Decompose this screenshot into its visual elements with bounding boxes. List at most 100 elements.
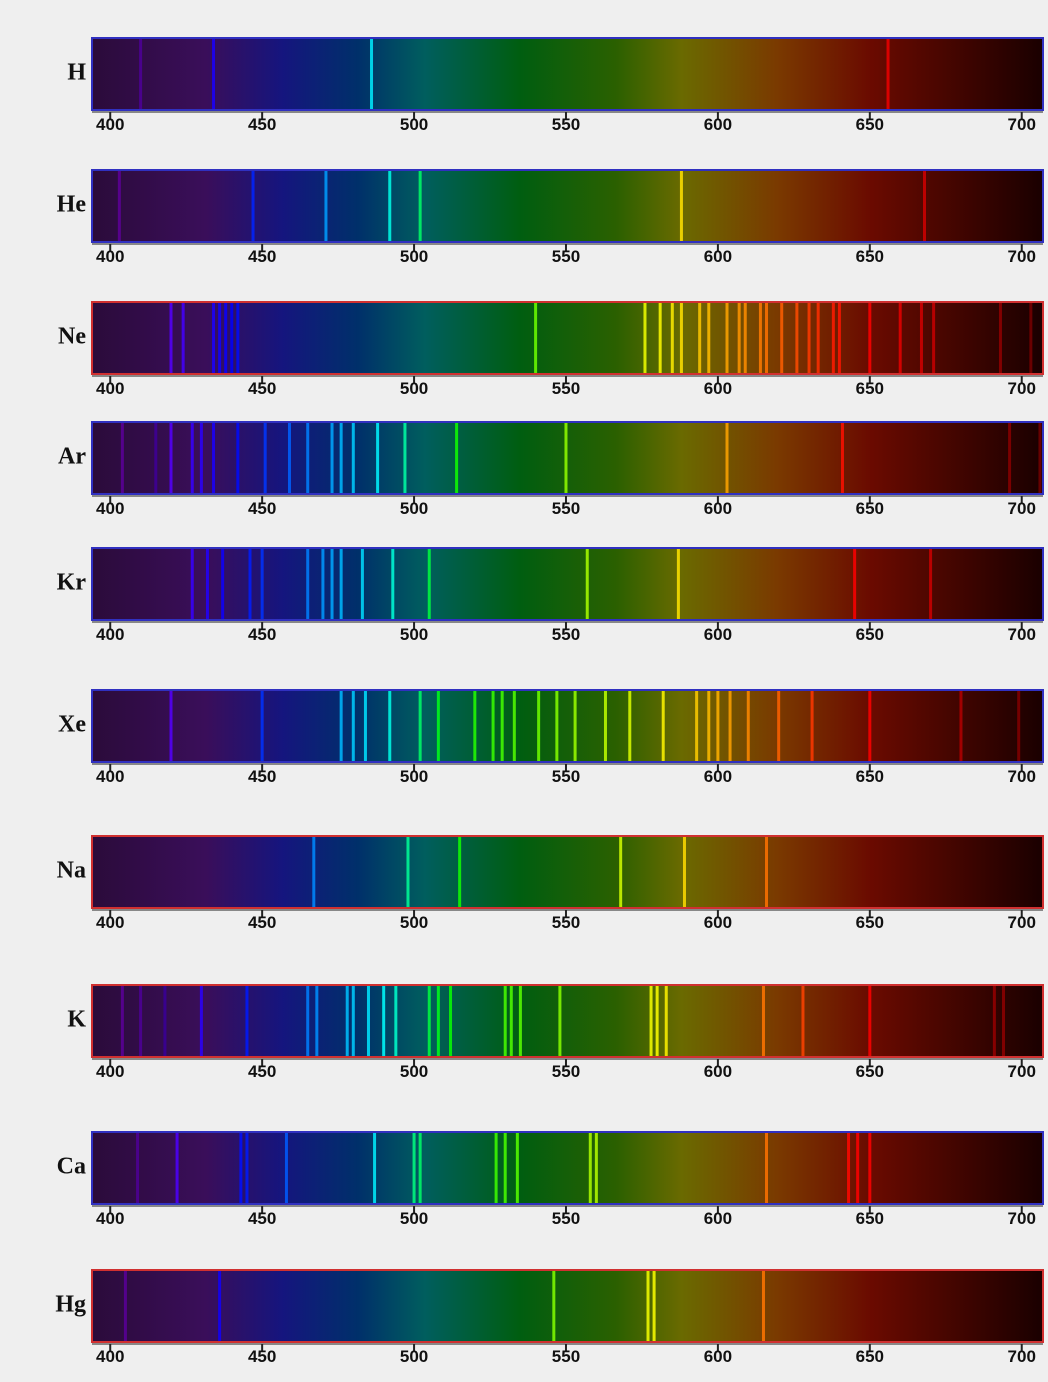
element-label: Na <box>57 858 86 884</box>
x-tick-label: 650 <box>856 913 884 932</box>
x-tick-label: 650 <box>856 115 884 134</box>
x-tick-label: 500 <box>400 379 428 398</box>
x-tick-label: 400 <box>96 767 124 786</box>
x-tick-label: 400 <box>96 115 124 134</box>
element-label: Kr <box>57 570 87 596</box>
x-tick-label: 650 <box>856 1347 884 1366</box>
spectrum-panel: H 400 450 500 550 600 650 700 <box>67 38 1043 134</box>
x-tick-label: 500 <box>400 767 428 786</box>
spectrum-band <box>92 548 1043 620</box>
x-tick-label: 550 <box>552 1062 580 1081</box>
x-tick-label: 550 <box>552 115 580 134</box>
spectrum-band <box>92 38 1043 110</box>
element-label: Ca <box>57 1154 86 1180</box>
spectrum-panel: Ar 400 450 500 550 600 650 700 <box>58 422 1043 518</box>
spectrum-panel: Na 400 450 500 550 600 650 700 <box>57 836 1043 932</box>
element-label: He <box>57 192 87 218</box>
x-tick-label: 600 <box>704 625 732 644</box>
x-tick-label: 450 <box>248 499 276 518</box>
spectrum-band <box>92 690 1043 762</box>
x-tick-label: 600 <box>704 767 732 786</box>
x-tick-label: 550 <box>552 247 580 266</box>
element-label: Hg <box>55 1292 86 1318</box>
element-label: K <box>67 1007 86 1033</box>
x-tick-label: 700 <box>1008 913 1036 932</box>
x-tick-label: 600 <box>704 913 732 932</box>
x-tick-label: 650 <box>856 499 884 518</box>
x-tick-label: 600 <box>704 379 732 398</box>
x-tick-label: 500 <box>400 913 428 932</box>
element-label: Ar <box>58 444 86 470</box>
x-tick-label: 650 <box>856 767 884 786</box>
x-tick-label: 450 <box>248 1062 276 1081</box>
x-tick-label: 600 <box>704 1209 732 1228</box>
x-tick-label: 700 <box>1008 767 1036 786</box>
x-tick-label: 700 <box>1008 1209 1036 1228</box>
x-tick-label: 450 <box>248 379 276 398</box>
x-tick-label: 500 <box>400 499 428 518</box>
x-tick-label: 700 <box>1008 499 1036 518</box>
spectrum-band <box>92 170 1043 242</box>
x-tick-label: 700 <box>1008 1347 1036 1366</box>
x-tick-label: 450 <box>248 1209 276 1228</box>
spectrum-band <box>92 422 1043 494</box>
x-tick-label: 450 <box>248 625 276 644</box>
spectrum-panel: Ne 400 450 500 550 600 650 700 <box>58 302 1043 398</box>
x-tick-label: 700 <box>1008 115 1036 134</box>
x-tick-label: 650 <box>856 1062 884 1081</box>
x-tick-label: 450 <box>248 913 276 932</box>
x-tick-label: 550 <box>552 1209 580 1228</box>
x-tick-label: 600 <box>704 499 732 518</box>
x-tick-label: 500 <box>400 247 428 266</box>
x-tick-label: 500 <box>400 1209 428 1228</box>
element-label: H <box>67 60 86 86</box>
x-tick-label: 450 <box>248 247 276 266</box>
x-tick-label: 450 <box>248 767 276 786</box>
x-tick-label: 650 <box>856 247 884 266</box>
spectra-figure: H 400 450 500 550 600 650 700 He 400 450 500 550 600 6… <box>0 0 1048 1382</box>
x-tick-label: 700 <box>1008 1062 1036 1081</box>
x-tick-label: 550 <box>552 499 580 518</box>
spectrum-band <box>92 1270 1043 1342</box>
x-tick-label: 600 <box>704 1062 732 1081</box>
x-tick-label: 400 <box>96 1347 124 1366</box>
spectrum-panel: Ca 400 450 500 550 600 650 700 <box>57 1132 1043 1228</box>
x-tick-label: 550 <box>552 625 580 644</box>
x-tick-label: 450 <box>248 115 276 134</box>
x-tick-label: 500 <box>400 625 428 644</box>
spectrum-panel: Xe 400 450 500 550 600 650 700 <box>58 690 1043 786</box>
spectrum-panel: K 400 450 500 550 600 650 700 <box>67 985 1043 1081</box>
x-tick-label: 400 <box>96 913 124 932</box>
spectrum-band <box>92 985 1043 1057</box>
element-label: Ne <box>58 324 86 350</box>
x-tick-label: 600 <box>704 247 732 266</box>
x-tick-label: 500 <box>400 115 428 134</box>
x-tick-label: 400 <box>96 247 124 266</box>
x-tick-label: 400 <box>96 1209 124 1228</box>
x-tick-label: 550 <box>552 1347 580 1366</box>
x-tick-label: 500 <box>400 1347 428 1366</box>
x-tick-label: 600 <box>704 115 732 134</box>
spectrum-panel: He 400 450 500 550 600 650 700 <box>57 170 1043 266</box>
x-tick-label: 450 <box>248 1347 276 1366</box>
x-tick-label: 600 <box>704 1347 732 1366</box>
x-tick-label: 650 <box>856 625 884 644</box>
x-tick-label: 400 <box>96 625 124 644</box>
x-tick-label: 550 <box>552 913 580 932</box>
x-tick-label: 650 <box>856 379 884 398</box>
x-tick-label: 700 <box>1008 625 1036 644</box>
x-tick-label: 700 <box>1008 247 1036 266</box>
element-label: Xe <box>58 712 86 738</box>
x-tick-label: 400 <box>96 379 124 398</box>
spectrum-band <box>92 836 1043 908</box>
spectrum-panel: Hg 400 450 500 550 600 650 700 <box>55 1270 1043 1366</box>
spectrum-panel: Kr 400 450 500 550 600 650 700 <box>57 548 1043 644</box>
x-tick-label: 500 <box>400 1062 428 1081</box>
x-tick-label: 550 <box>552 379 580 398</box>
spectrum-band <box>92 1132 1043 1204</box>
x-tick-label: 700 <box>1008 379 1036 398</box>
x-tick-label: 400 <box>96 1062 124 1081</box>
x-tick-label: 650 <box>856 1209 884 1228</box>
x-tick-label: 400 <box>96 499 124 518</box>
x-tick-label: 550 <box>552 767 580 786</box>
